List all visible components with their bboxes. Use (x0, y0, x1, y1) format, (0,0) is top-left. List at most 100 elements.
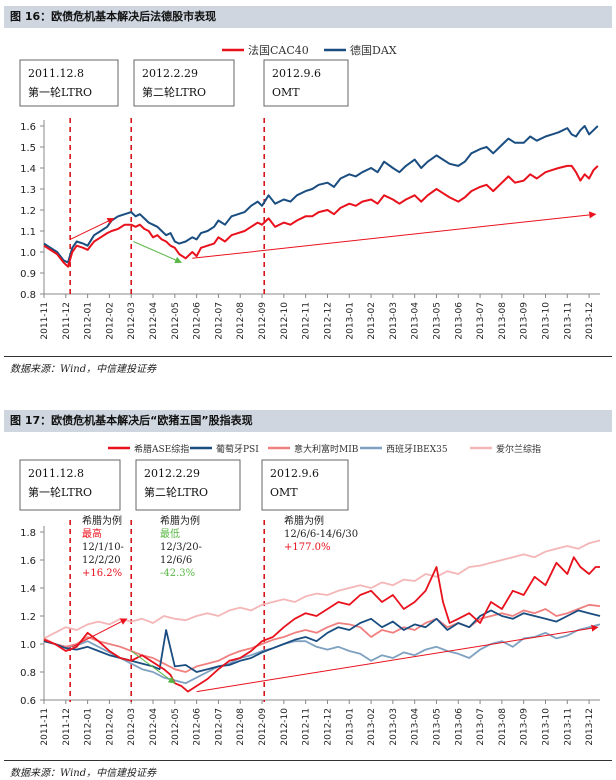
x-tick-label: 2012-06 (193, 708, 203, 746)
x-tick-label: 2013-10 (541, 708, 551, 746)
annotation-text: 12/3/20- (160, 542, 202, 553)
x-tick-label: 2013-09 (520, 708, 530, 746)
x-tick-label: 2013-05 (432, 302, 442, 340)
x-tick-label: 2013-02 (367, 302, 377, 340)
x-tick-label: 2011-12 (62, 302, 72, 340)
event-box-label: OMT (272, 86, 300, 99)
series-line-2 (43, 609, 601, 673)
series-line-5 (43, 539, 601, 640)
x-tick-label: 2013-08 (498, 708, 508, 746)
x-tick-label: 2011-12 (62, 708, 72, 746)
trend-arrow (130, 650, 176, 684)
trend-arrow (69, 217, 115, 240)
figure-17-title: 图 17：欧债危机基本解决后“欧猪五国”股指表现 (4, 410, 612, 432)
y-tick-label: 0.6 (20, 696, 36, 707)
x-tick-label: 2013-10 (541, 302, 551, 340)
event-box-date: 2012.2.29 (142, 67, 198, 80)
annotation-text: 12/6/6-14/6/30 (284, 529, 358, 540)
x-tick-label: 2013-09 (520, 302, 530, 340)
event-box (19, 459, 121, 511)
x-tick-label: 2013-05 (432, 708, 442, 746)
y-tick-label: 1.1 (20, 227, 36, 238)
x-tick-label: 2011-11 (40, 302, 50, 340)
annotation-text: 12/1/10- (82, 542, 124, 553)
x-tick-label: 2012-11 (302, 302, 312, 340)
y-tick-label: 1.6 (20, 556, 36, 567)
x-tick-label: 2013-03 (389, 708, 399, 746)
x-tick-label: 2013-02 (367, 708, 377, 746)
event-box-label: 第一轮LTRO (28, 85, 92, 99)
y-tick-label: 0.8 (20, 290, 36, 301)
divider (4, 760, 612, 761)
x-tick-label: 2012-05 (171, 708, 181, 746)
x-tick-label: 2012-01 (84, 302, 94, 340)
trend-arrow (133, 241, 183, 264)
event-box-label: 第二轮LTRO (144, 485, 208, 499)
x-tick-label: 2013-01 (345, 302, 355, 340)
x-tick-label: 2012-07 (214, 708, 224, 746)
legend-label: 意大利富时MIB (294, 443, 359, 455)
annotation-text: 12/6/6 (160, 555, 192, 566)
event-box-label: 第二轮LTRO (142, 85, 206, 99)
x-tick-label: 2013-01 (345, 708, 355, 746)
trend-arrow (192, 211, 597, 259)
trend-arrow (72, 618, 128, 648)
x-tick-label: 2012-11 (302, 708, 312, 746)
legend-label: 爱尔兰综指 (496, 443, 541, 455)
annotation-text: 最低 (160, 527, 180, 540)
x-tick-label: 2012-06 (193, 302, 203, 340)
event-box (135, 459, 241, 511)
legend-label: 西班牙IBEX35 (386, 443, 448, 455)
figure-17-source: 数据来源：Wind，中信建投证券 (10, 768, 157, 779)
event-box-label: 第一轮LTRO (28, 485, 92, 499)
event-box (263, 59, 349, 107)
event-box-date: 2012.9.6 (270, 467, 319, 480)
chart-piigs: 希腊ASE综指 葡萄牙PSI 意大利富时MIB 西班牙IBEX35 爱尔兰综指 2011.… (19, 443, 601, 746)
x-tick-label: 2013-03 (389, 302, 399, 340)
annotation-text: 12/2/20 (82, 555, 121, 566)
event-box (261, 459, 349, 511)
annotation-text: 希腊为例 (160, 514, 200, 527)
x-tick-label: 2012-08 (236, 302, 246, 340)
annotation-text: +16.2% (82, 568, 122, 579)
y-tick-label: 1.3 (20, 185, 36, 196)
x-tick-label: 2012-08 (236, 708, 246, 746)
annotation-text: -42.3% (160, 568, 195, 579)
x-tick-label: 2012-12 (323, 302, 333, 340)
legend-label: 法国CAC40 (248, 43, 309, 57)
event-box-date: 2011.12.8 (28, 67, 84, 80)
event-box (133, 59, 235, 107)
x-tick-label: 2013-07 (476, 708, 486, 746)
series-line-2 (43, 125, 599, 264)
event-box-date: 2011.12.8 (28, 467, 84, 480)
x-tick-label: 2012-10 (280, 708, 290, 746)
event-box-date: 2012.2.29 (144, 467, 200, 480)
x-tick-label: 2012-10 (280, 302, 290, 340)
figure-16-title: 图 16：欧债危机基本解决后法德股市表现 (4, 6, 612, 28)
series-line-1 (43, 556, 600, 693)
y-tick-label: 1.2 (20, 206, 36, 217)
y-tick-label: 1.5 (20, 143, 36, 154)
y-tick-label: 1.8 (20, 528, 36, 539)
x-tick-label: 2012-12 (323, 708, 333, 746)
y-tick-label: 1.4 (20, 584, 36, 595)
y-tick-label: 1.4 (20, 164, 36, 175)
event-box-label: OMT (270, 486, 298, 499)
x-tick-label: 2012-04 (149, 708, 159, 746)
event-box-date: 2012.9.6 (272, 67, 321, 80)
series-line-3 (43, 603, 601, 673)
x-tick-label: 2012-03 (127, 708, 137, 746)
annotation-text: 希腊为例 (284, 514, 324, 527)
annotation-text: +177.0% (284, 542, 331, 553)
y-tick-label: 1.0 (20, 248, 36, 259)
x-tick-label: 2012-05 (171, 302, 181, 340)
x-tick-label: 2012-02 (105, 302, 115, 340)
x-tick-label: 2013-06 (454, 302, 464, 340)
x-tick-label: 2013-12 (585, 708, 595, 746)
event-box (19, 59, 119, 107)
x-tick-label: 2012-04 (149, 302, 159, 340)
x-tick-label: 2013-11 (563, 708, 573, 746)
x-tick-label: 2012-03 (127, 302, 137, 340)
series-line-4 (43, 623, 601, 685)
trend-arrow (196, 624, 599, 693)
